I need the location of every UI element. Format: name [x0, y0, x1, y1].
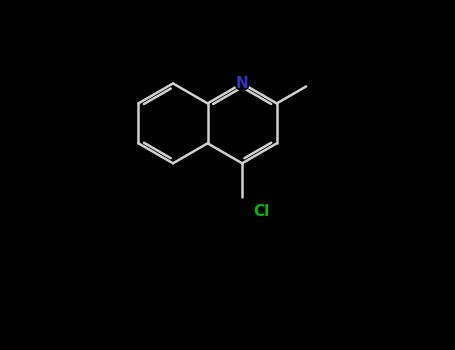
Text: Cl: Cl	[254, 203, 270, 218]
Circle shape	[235, 77, 249, 90]
Circle shape	[248, 202, 270, 224]
Text: N: N	[236, 76, 248, 91]
